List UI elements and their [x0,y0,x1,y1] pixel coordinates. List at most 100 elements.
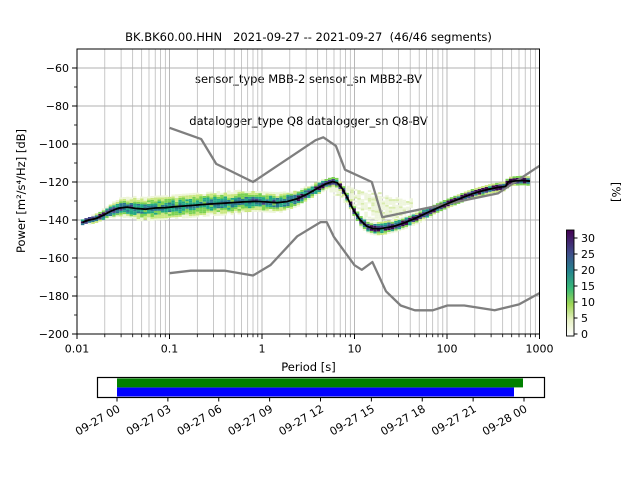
ppsd-cell [202,205,207,208]
ppsd-cell [251,191,255,193]
ppsd-cell [374,208,379,211]
ppsd-cell [195,202,200,205]
ppsd-cell [388,197,393,200]
ppsd-cell [261,210,266,213]
ppsd-cell [105,210,109,213]
ppsd-cell [388,216,393,219]
ppsd-cell [185,216,189,219]
ppsd-cell [346,202,351,205]
ppsd-cell [341,188,346,191]
ppsd-cell [314,190,318,193]
ppsd-cell [307,190,311,193]
ppsd-cell [442,207,447,210]
ppsd-cell [456,194,461,197]
ppsd-cell [399,210,403,212]
ppsd-cell [206,191,210,194]
ppsd-cell [333,190,337,193]
ppsd-cell [195,196,200,199]
ppsd-cell [335,179,339,182]
ppsd-cell [376,221,381,224]
ppsd-cell [366,221,370,224]
ppsd-cell [115,211,120,214]
colorbar-tick-label: 5 [581,312,588,325]
ppsd-cell [251,208,255,211]
ppsd-cell [188,206,193,209]
ppsd-cell [346,185,351,188]
ppsd-cell [367,201,372,204]
ppsd-cell [390,221,395,224]
ppsd-cell [394,228,398,231]
ppsd-cell [241,208,245,211]
ppsd-cell [374,214,379,217]
ppsd-cell [293,196,297,199]
ppsd-cell [435,208,440,211]
ppsd-cell [171,202,175,205]
ppsd-cell [350,187,354,190]
ppsd-cell [209,212,214,215]
ppsd-cell [143,217,147,220]
ppsd-cell [167,208,172,211]
ppsd-cell [241,195,245,198]
ppsd-cell [251,192,255,195]
ppsd-cell [268,210,273,213]
ppsd-cell [122,212,127,215]
ppsd-cell [367,195,372,198]
ppsd-cell [167,196,172,199]
ppsd-cell [258,206,262,209]
ppsd-cell [449,204,454,207]
ppsd-cell [167,198,172,201]
ppsd-cell [202,197,207,200]
ppsd-cell [230,209,235,212]
ppsd-cell [122,214,127,217]
ppsd-cell [364,198,368,201]
ppsd-cell [209,193,214,196]
ppsd-cell [181,210,186,213]
ppsd-cell [150,196,154,198]
ppsd-cell [136,213,141,216]
ppsd-cell [415,218,419,221]
colorbar-frame [566,229,575,337]
ppsd-cell [265,206,269,209]
ppsd-cell [300,188,304,190]
ppsd-cell [261,191,266,194]
ppsd-cell [390,231,395,234]
ppsd-cell [442,205,447,208]
ppsd-cell [119,208,123,211]
ppsd-cell [409,198,413,201]
ppsd-cell [286,202,290,205]
ppsd-cell [481,191,485,194]
ppsd-cell [272,211,276,213]
ppsd-cell [324,180,328,183]
ppsd-cell [227,196,231,199]
y-tick-label: −180 [39,290,69,303]
ppsd-cell [261,197,266,200]
ppsd-cell [355,219,360,222]
ppsd-cell [216,194,221,197]
ppsd-cell [388,201,393,203]
ppsd-cell [230,199,235,202]
y-tick-label: −120 [39,176,69,189]
ppsd-cell [254,204,259,207]
ppsd-cell [491,191,496,194]
ppsd-cell [216,213,221,216]
ppsd-cell [143,212,147,214]
ppsd-cell [303,197,308,200]
ppsd-cell [429,214,433,216]
mean-psd-line [82,179,531,230]
ppsd-cell [220,198,224,201]
ppsd-cell [300,191,304,194]
ppsd-cell [425,209,429,212]
ppsd-cell [192,196,196,199]
ppsd-cell [390,227,395,230]
ppsd-cell [133,214,137,217]
ppsd-cell [279,207,283,209]
ppsd-cell [87,220,92,223]
ppsd-cell [498,184,503,187]
ppsd-cell [261,202,266,205]
ppsd-cell [359,218,363,220]
ppsd-cell [392,202,396,205]
ppsd-cell [234,205,238,208]
ppsd-cell [227,205,231,208]
ppsd-cell [251,202,255,205]
ppsd-cell [241,197,245,200]
